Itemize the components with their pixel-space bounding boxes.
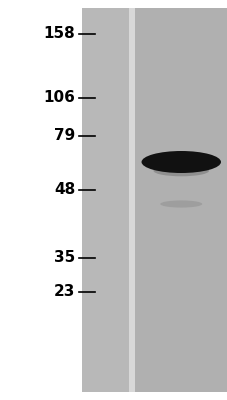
Bar xyxy=(134,8,227,392)
Text: 35: 35 xyxy=(54,250,75,266)
Ellipse shape xyxy=(153,165,208,176)
Bar xyxy=(82,8,128,392)
Text: 158: 158 xyxy=(43,26,75,42)
Text: 106: 106 xyxy=(43,90,75,106)
Ellipse shape xyxy=(160,200,201,208)
Text: 79: 79 xyxy=(54,128,75,144)
Ellipse shape xyxy=(141,151,220,173)
Text: 48: 48 xyxy=(54,182,75,198)
Text: 23: 23 xyxy=(54,284,75,300)
Bar xyxy=(128,8,134,392)
